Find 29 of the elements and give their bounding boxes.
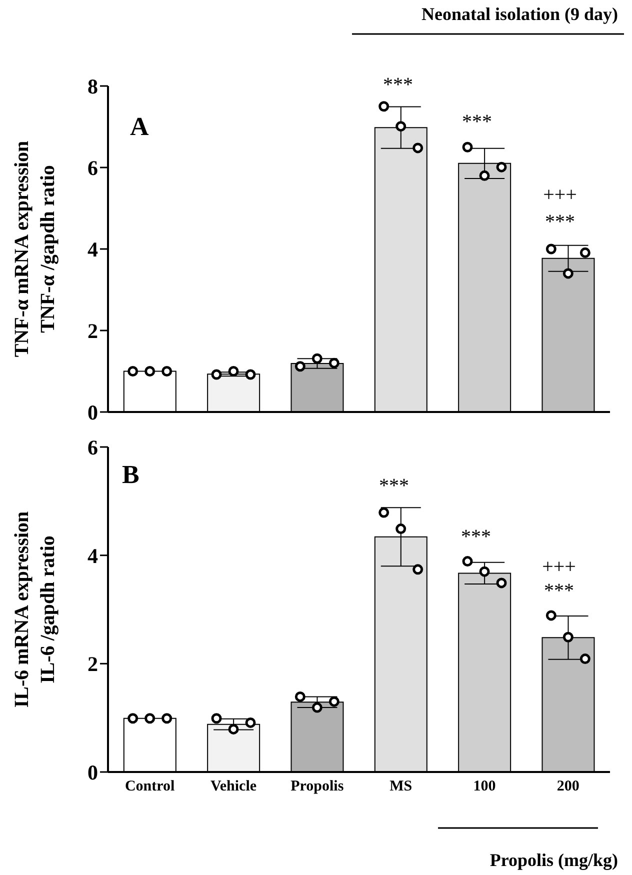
annotation: *** bbox=[378, 475, 410, 498]
annotation: *** bbox=[544, 211, 576, 234]
text: Neonatal isolation (9 day) bbox=[421, 4, 618, 25]
y-tick-label: 4 bbox=[88, 237, 98, 262]
y-tick-label: 6 bbox=[88, 435, 98, 460]
annotation: *** bbox=[543, 580, 575, 603]
x-tick-label: Control bbox=[124, 778, 175, 795]
y-tick-label: 0 bbox=[88, 760, 98, 784]
annotation: *** bbox=[382, 74, 414, 97]
y-tick-label: 0 bbox=[88, 400, 98, 424]
annotation: A bbox=[130, 112, 149, 142]
x-tick-label: 200 bbox=[556, 778, 580, 795]
y-axis-title: TNF-α mRNA expression TNF-α /gapdh ratio bbox=[11, 140, 59, 358]
annotation: *** bbox=[461, 111, 493, 134]
y-tick-label: 8 bbox=[88, 74, 98, 98]
text: Propolis (mg/kg) bbox=[490, 850, 618, 871]
x-tick-label: Propolis bbox=[290, 778, 344, 795]
x-tick-label: MS bbox=[390, 778, 412, 795]
y-tick-label: 6 bbox=[88, 156, 98, 180]
x-tick-label: Vehicle bbox=[210, 778, 257, 795]
y-tick-label: 4 bbox=[88, 544, 98, 568]
y-axis-title: IL-6 mRNA expression IL-6 /gapdh ratio bbox=[11, 511, 59, 708]
annotation: B bbox=[122, 460, 140, 490]
annotation: *** bbox=[460, 526, 492, 549]
annotation: +++ bbox=[541, 556, 577, 579]
x-tick-label: 100 bbox=[473, 778, 496, 795]
y-tick-label: 2 bbox=[88, 652, 98, 676]
y-tick-label: 2 bbox=[88, 318, 98, 343]
annotation: +++ bbox=[542, 184, 578, 207]
